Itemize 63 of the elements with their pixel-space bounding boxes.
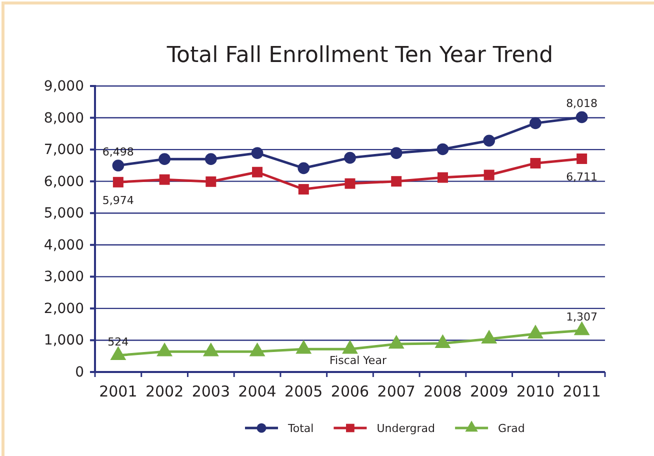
point: [110, 346, 126, 360]
legend-label: Undergrad: [376, 422, 436, 435]
point: [112, 176, 124, 188]
y-tick-label: 3,000: [44, 269, 84, 286]
data-label: 5,974: [102, 194, 134, 208]
y-tick-label: 7,000: [44, 142, 84, 158]
x-tick-label: 2007: [377, 382, 416, 401]
point: [484, 170, 494, 180]
legend-label: Grad: [498, 422, 525, 435]
x-tick-label: 2010: [516, 382, 555, 401]
y-tick-label: 5,000: [44, 206, 84, 222]
chart-title: Total Fall Enrollment Ten Year Trend: [166, 43, 554, 68]
y-tick-label: 8,000: [44, 110, 84, 126]
point: [530, 117, 542, 130]
x-axis-title: Fiscal Year: [330, 354, 387, 367]
point: [483, 134, 496, 147]
x-tick-label: 2006: [330, 382, 370, 401]
point: [156, 342, 173, 356]
y-tick-label: 0: [75, 364, 84, 380]
point: [249, 342, 266, 356]
point: [574, 321, 590, 336]
point: [206, 176, 216, 187]
point: [390, 147, 402, 159]
point: [159, 174, 170, 185]
point: [481, 330, 498, 344]
y-tick-label: 6,000: [44, 174, 84, 190]
point: [576, 153, 588, 164]
y-tick-label: 1,000: [44, 332, 84, 349]
point: [344, 178, 356, 189]
point: [437, 172, 448, 183]
point: [527, 324, 544, 338]
y-tick-label: 2,000: [44, 300, 84, 317]
point: [202, 342, 219, 356]
legend-label: Total: [287, 422, 314, 435]
data-label: 8,018: [566, 97, 598, 110]
x-tick-label: 2002: [145, 382, 184, 401]
point: [344, 152, 356, 164]
point: [158, 153, 170, 165]
point: [296, 340, 312, 354]
point: [576, 111, 588, 124]
x-tick-label: 2011: [562, 382, 601, 401]
point: [342, 340, 358, 354]
point: [436, 143, 449, 156]
point: [530, 158, 541, 168]
x-tick-label: 2004: [238, 382, 276, 401]
data-label: 6,711: [566, 170, 598, 184]
point: [391, 176, 402, 187]
x-tick-label: 2008: [424, 382, 462, 401]
point: [251, 147, 264, 159]
x-tick-label: 2003: [192, 382, 230, 401]
point: [252, 166, 263, 178]
y-tick-label: 9,000: [44, 78, 84, 94]
point: [298, 162, 310, 174]
x-tick-label: 2005: [284, 382, 323, 401]
x-tick-label: 2009: [470, 382, 508, 401]
point: [204, 153, 217, 165]
point: [298, 184, 309, 195]
x-tick-label: 2001: [99, 382, 138, 401]
point: [434, 334, 451, 348]
point: [388, 334, 404, 349]
data-label: 1,307: [566, 310, 598, 324]
point: [112, 160, 124, 172]
y-tick-label: 4,000: [44, 237, 84, 254]
